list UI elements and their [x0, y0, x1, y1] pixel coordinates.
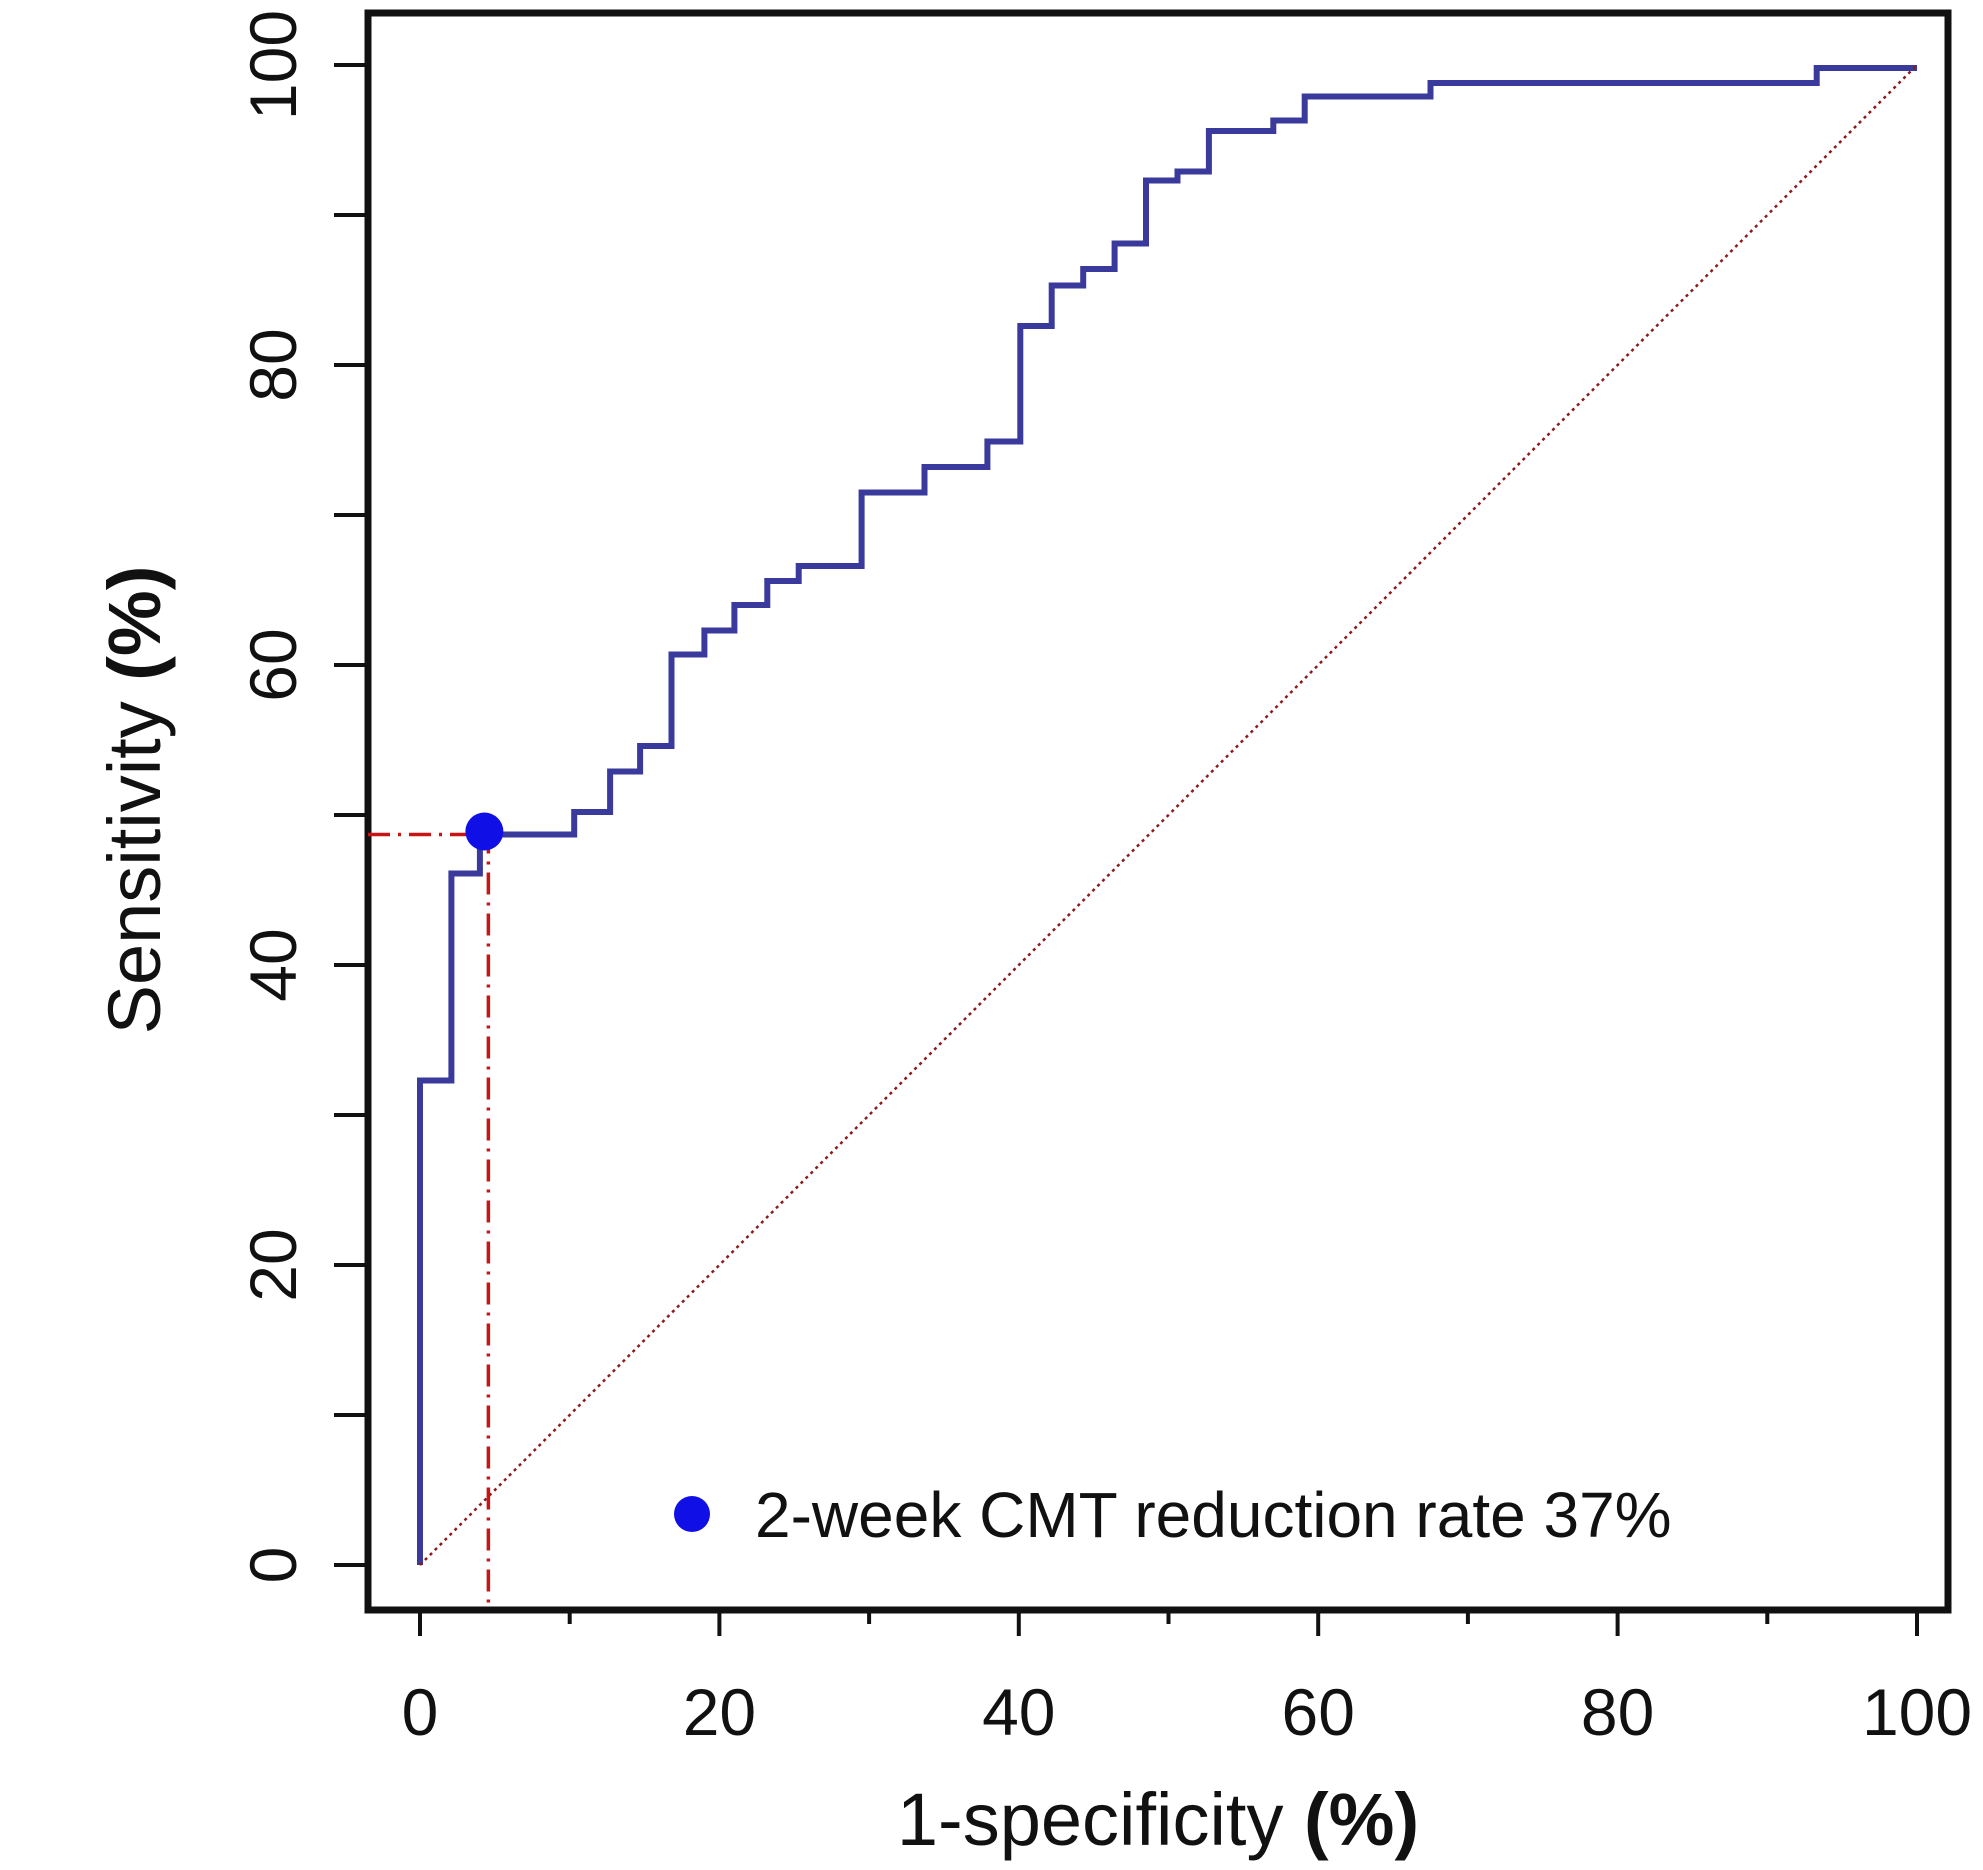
x-tick-label-100: 100: [1862, 1675, 1972, 1749]
y-tick-label-20: 20: [236, 1228, 310, 1301]
y-tick-label-60: 60: [236, 628, 310, 701]
y-tick-label-0: 0: [236, 1547, 310, 1584]
y-axis-title-unit: (%): [93, 566, 176, 681]
x-tick-label-80: 80: [1581, 1675, 1654, 1749]
x-axis-title-text: 1-specificity: [897, 1778, 1284, 1861]
series-layer: [417, 64, 1918, 1566]
roc-curve: [417, 65, 1917, 1565]
reference-diagonal-line: [419, 64, 1918, 1566]
y-tick-label-40: 40: [236, 928, 310, 1001]
x-axis-title: 1-specificity (%): [897, 1778, 1419, 1861]
cutoff-point: [465, 812, 504, 851]
x-tick-label-0: 0: [402, 1675, 439, 1749]
y-tick-label-80: 80: [236, 328, 310, 401]
cutoff-layer: [368, 812, 504, 1608]
legend-label: 2-week CMT reduction rate 37%: [755, 1479, 1672, 1551]
legend: 2-week CMT reduction rate 37%: [674, 1479, 1672, 1551]
x-tick-label-60: 60: [1281, 1675, 1354, 1749]
y-axis-title: Sensitivity (%): [93, 566, 176, 1035]
x-axis: 0 20 40 60 80 100: [402, 1610, 1972, 1749]
y-axis-title-text: Sensitivity: [93, 701, 176, 1034]
y-axis: 0 20 40 60 80 100: [236, 10, 368, 1583]
legend-marker: [674, 1496, 710, 1532]
x-axis-title-unit: (%): [1304, 1778, 1419, 1861]
plot-frame: [364, 9, 1952, 1614]
x-tick-label-20: 20: [683, 1675, 756, 1749]
x-tick-label-40: 40: [982, 1675, 1055, 1749]
y-tick-label-100: 100: [236, 10, 310, 120]
